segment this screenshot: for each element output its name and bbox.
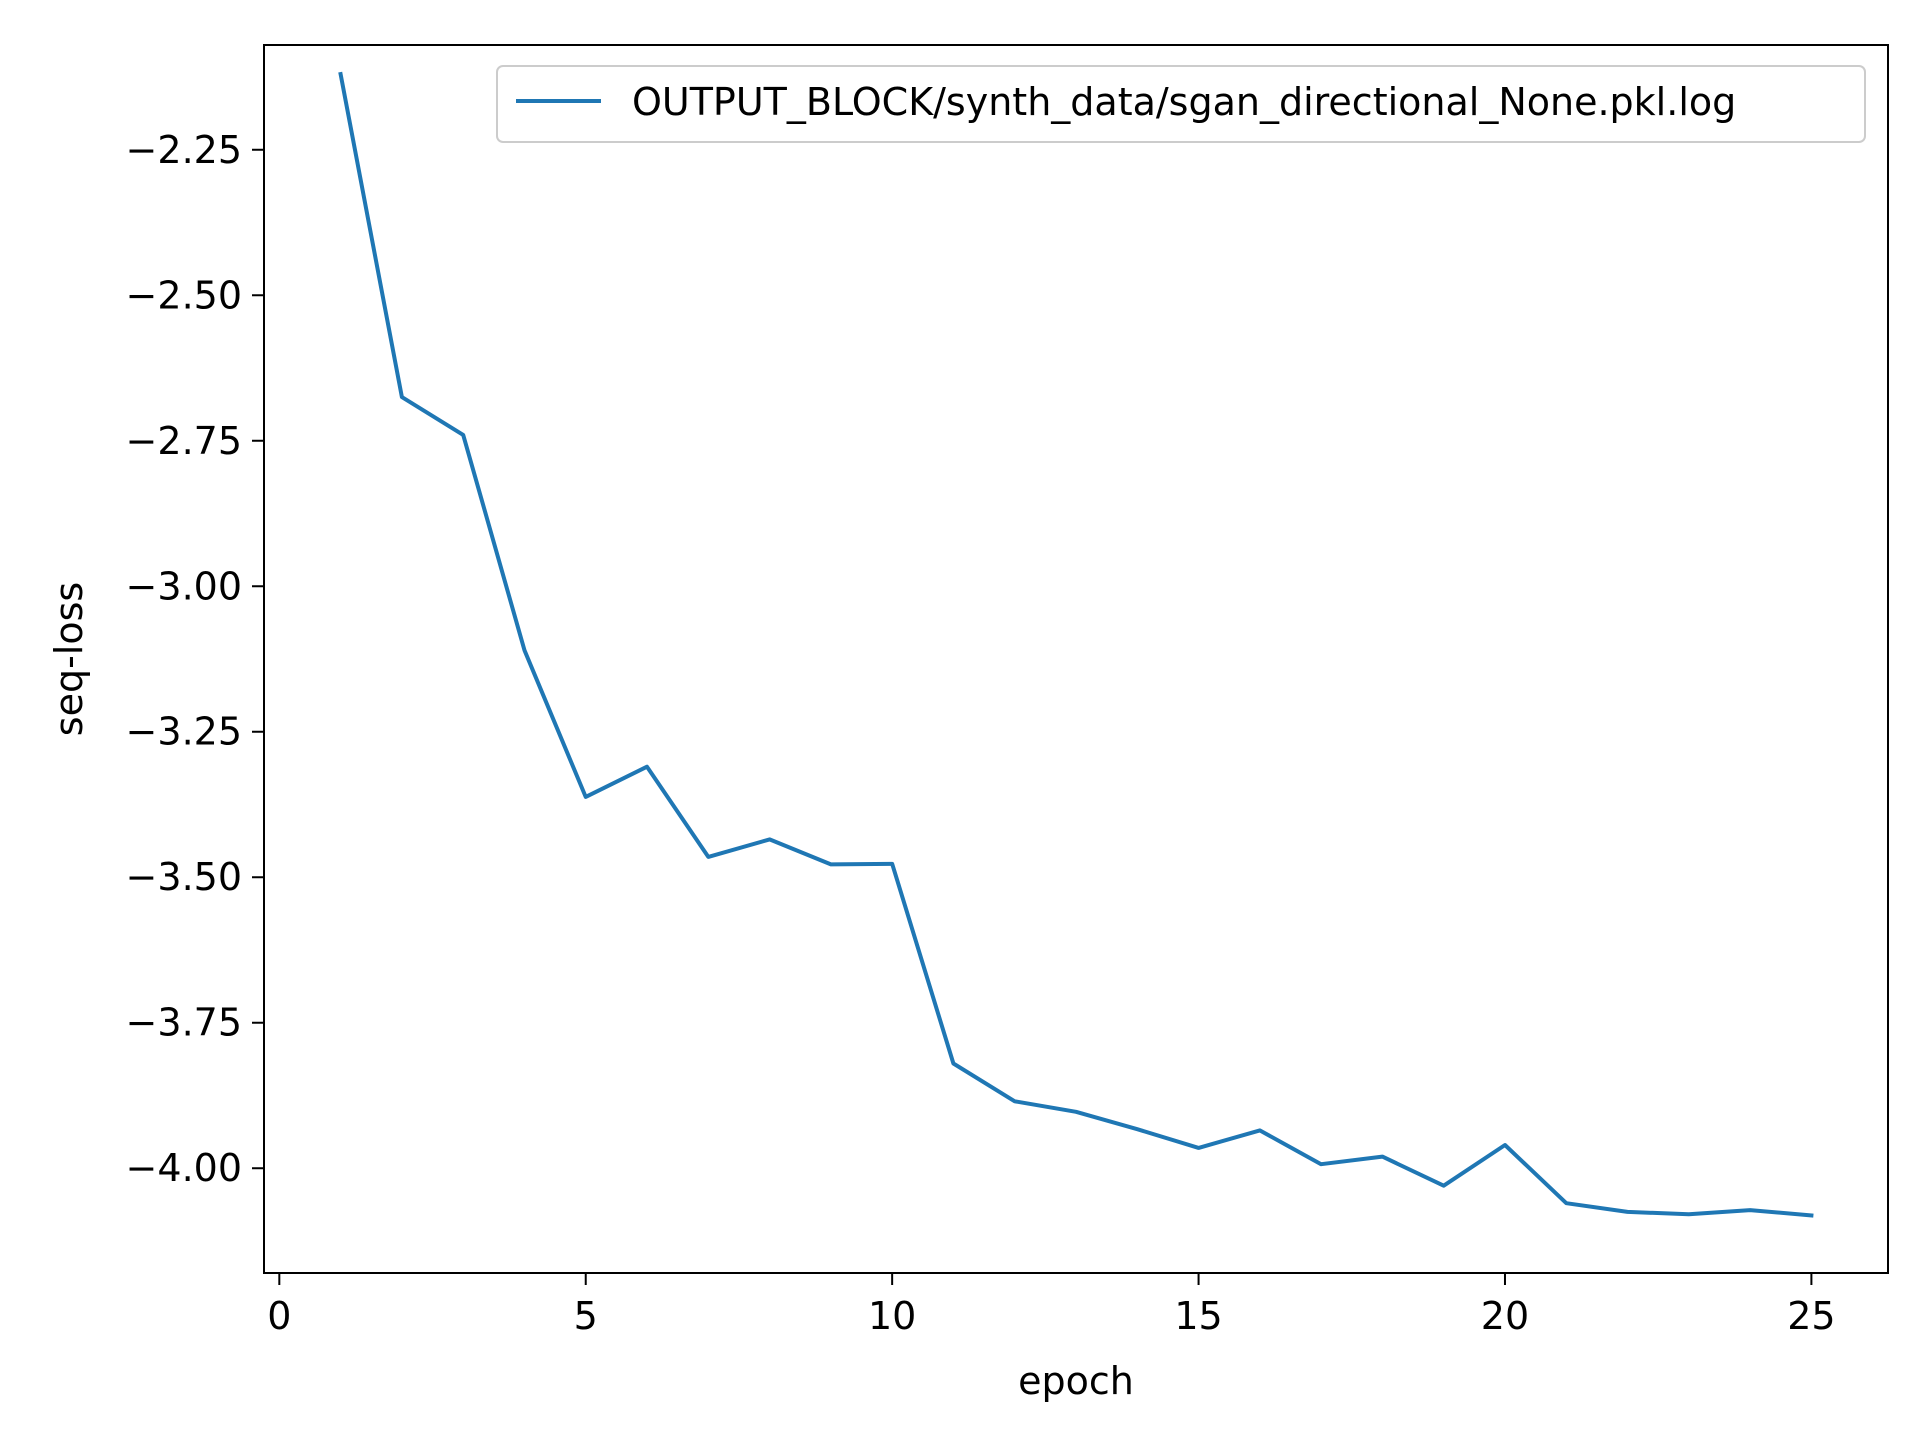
- y-tick-label: −3.25: [126, 710, 242, 754]
- x-tick-label: 20: [1481, 1294, 1529, 1338]
- legend: OUTPUT_BLOCK/synth_data/sgan_directional…: [496, 65, 1866, 143]
- y-tick-label: −2.75: [126, 419, 242, 463]
- x-tick-label: 0: [267, 1294, 291, 1338]
- y-tick-label: −2.50: [126, 273, 242, 317]
- x-tick-label: 5: [574, 1294, 598, 1338]
- y-tick-label: −3.00: [126, 564, 242, 608]
- y-tick-label: −3.50: [126, 855, 242, 899]
- x-axis-label: epoch: [1018, 1359, 1134, 1403]
- legend-label: OUTPUT_BLOCK/synth_data/sgan_directional…: [632, 80, 1736, 124]
- y-axis-label: seq-loss: [47, 582, 91, 736]
- series-group: [338, 71, 1814, 1218]
- x-tick-label: 10: [868, 1294, 916, 1338]
- y-tick-label: −3.75: [126, 1001, 242, 1045]
- y-tick-label: −2.25: [126, 128, 242, 172]
- x-tick-label: 15: [1174, 1294, 1222, 1338]
- plot-frame: [263, 44, 1889, 1274]
- legend-box: [496, 65, 1866, 143]
- plot-area: [264, 45, 1888, 1273]
- x-tick-label: 25: [1787, 1294, 1835, 1338]
- y-axis-ticks: −2.25 −2.50 −2.75 −3.00 −3.25 −3.50 −3.75 −4.00: [126, 128, 264, 1190]
- series-line: [338, 71, 1814, 1218]
- y-tick-label: −4.00: [126, 1146, 242, 1190]
- x-axis-ticks: 0 5 10 15 20 25: [267, 1273, 1836, 1338]
